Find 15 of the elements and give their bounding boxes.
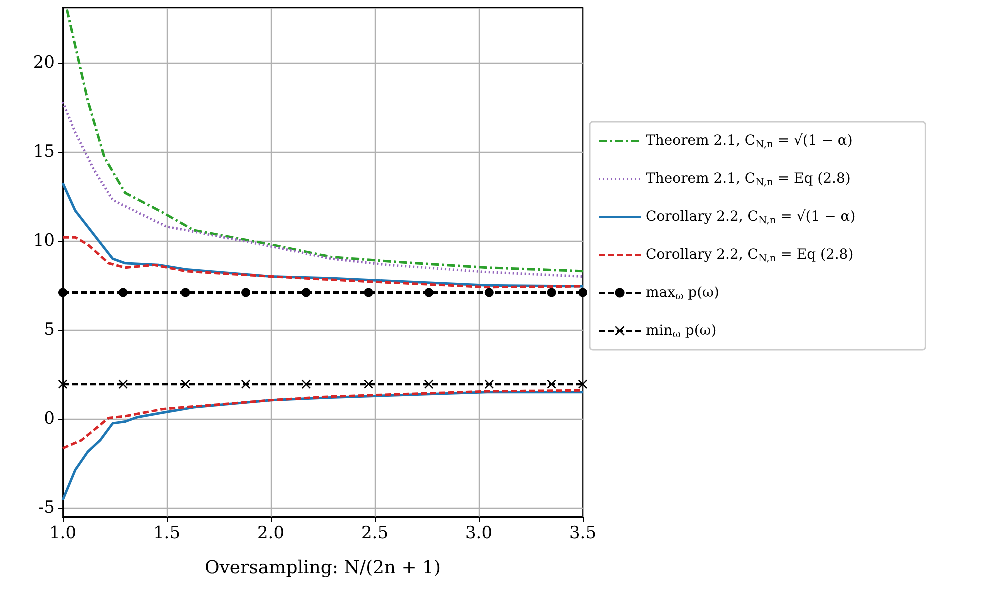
x-tick-label: 1.0 [49,524,77,544]
x-tick-label: 2.5 [361,524,389,544]
y-tick-label: 0 [44,409,55,430]
x-axis-title: Oversampling: N/(2n + 1) [204,558,442,578]
y-tick-label: 20 [33,53,55,74]
y-tick-label: 15 [33,142,55,162]
line-series [66,8,584,273]
y-tick-label: 10 [33,231,55,252]
x-tick-label: 2.0 [257,524,285,544]
x-tick-label: 1.5 [153,524,181,544]
x-tick-label: 3.5 [569,524,597,544]
y-tick-label: -5 [38,498,55,518]
y-tick-label: 5 [44,320,55,340]
line-series [62,101,584,278]
x-tick-label: 3.0 [465,524,493,544]
